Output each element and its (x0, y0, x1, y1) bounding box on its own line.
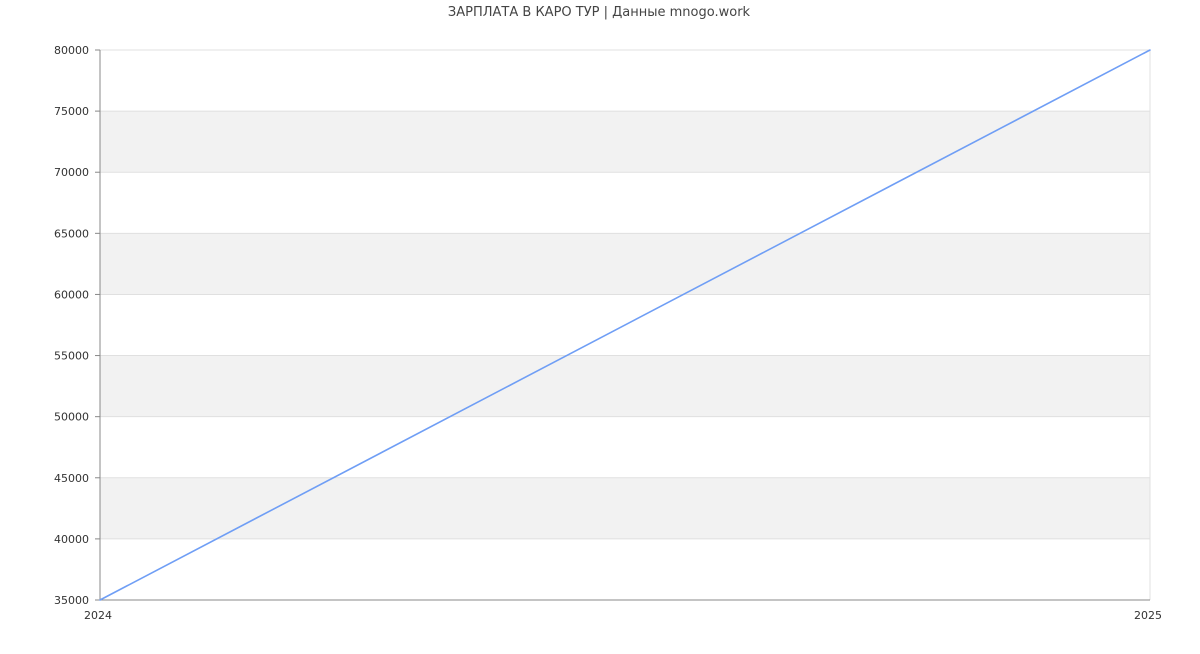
y-tick-label: 60000 (54, 288, 89, 301)
y-tick-label: 75000 (54, 105, 89, 118)
data-point (99, 599, 101, 601)
y-tick-label: 35000 (54, 594, 89, 607)
y-tick-label: 80000 (54, 44, 89, 57)
x-tick-label: 2024 (84, 609, 112, 622)
x-tick-label: 2025 (1134, 609, 1162, 622)
series-line (99, 49, 1151, 601)
grid-band (100, 477, 1150, 539)
y-tick-label: 70000 (54, 166, 89, 179)
y-tick-label: 55000 (54, 350, 89, 363)
grid-band (100, 233, 1150, 295)
grid-band (100, 355, 1150, 417)
y-tick-label: 45000 (54, 472, 89, 485)
chart-title: ЗАРПЛАТА В КАРО ТУР | Данные mnogo.work (448, 5, 751, 20)
y-tick-label: 40000 (54, 533, 89, 546)
data-point (1149, 49, 1151, 51)
grid-band (100, 111, 1150, 173)
y-tick-label: 50000 (54, 411, 89, 424)
y-tick-label: 65000 (54, 227, 89, 240)
